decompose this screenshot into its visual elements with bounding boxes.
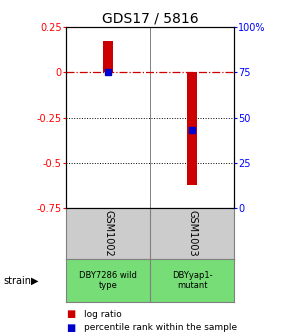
Text: log ratio: log ratio — [84, 310, 122, 319]
Text: DBY7286 wild
type: DBY7286 wild type — [79, 271, 137, 290]
Text: ▶: ▶ — [31, 276, 38, 286]
Bar — [187, 72, 197, 185]
Text: GDS17 / 5816: GDS17 / 5816 — [102, 12, 198, 26]
Bar — [103, 41, 113, 72]
Text: GSM1003: GSM1003 — [187, 210, 197, 257]
Text: DBYyap1-
mutant: DBYyap1- mutant — [172, 271, 212, 290]
Text: ■: ■ — [66, 309, 75, 319]
Text: GSM1002: GSM1002 — [103, 210, 113, 257]
Text: strain: strain — [3, 276, 31, 286]
Text: ■: ■ — [66, 323, 75, 333]
Text: percentile rank within the sample: percentile rank within the sample — [84, 323, 237, 332]
